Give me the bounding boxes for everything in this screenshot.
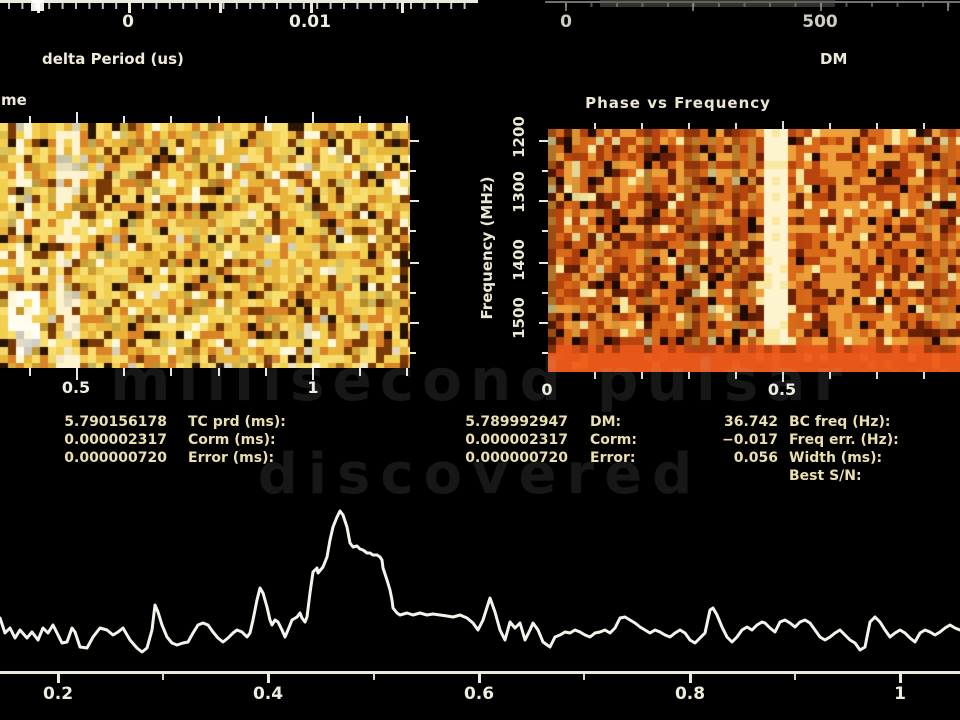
watermark-line1: millisecond pulsar — [109, 346, 850, 414]
dm-axis-label: DM — [820, 50, 848, 68]
left-panel-xtick-05: 0.5 — [61, 378, 91, 397]
bc-freq-label: BC freq (Hz): — [789, 414, 891, 430]
frequency-axis-label: Frequency (MHz) — [478, 176, 496, 320]
phase-tick-02: 0.2 — [42, 684, 74, 704]
phase-tick-04: 0.4 — [252, 684, 284, 704]
left-panel-xtick-1: 1 — [307, 378, 319, 397]
freq-tick-1200: 1200 — [510, 116, 528, 158]
freq-tick-1300: 1300 — [510, 171, 528, 213]
freq-tick-1400: 1400 — [510, 239, 528, 281]
best-sn-label: Best S/N: — [789, 468, 862, 484]
width-label: Width (ms): — [789, 450, 883, 466]
bc-period-value: 5.789992947 — [465, 414, 568, 430]
phase-vs-frequency-heatmap — [548, 129, 960, 372]
right-panel-xtick-05: 0.5 — [767, 380, 797, 399]
dm-corm-value: −0.017 — [721, 432, 778, 448]
phase-tick-06: 0.6 — [463, 684, 495, 704]
phase-tick-08: 0.8 — [674, 684, 706, 704]
tc-corm-value: 0.000002317 — [64, 432, 167, 448]
tc-corm-label: Corm (ms): — [188, 432, 276, 448]
delta-period-axis-label: delta Period (us) — [42, 50, 184, 68]
pulse-profile-line — [0, 509, 960, 654]
phase-vs-frequency-title: Phase vs Frequency — [585, 94, 771, 112]
dm-tick-0: 0 — [560, 12, 572, 32]
bc-error-value: 0.000000720 — [465, 450, 568, 466]
phase-vs-time-heatmap — [0, 123, 410, 368]
dm-error-value: 0.056 — [733, 450, 778, 466]
tc-error-value: 0.000000720 — [64, 450, 167, 466]
freq-err-label: Freq err. (Hz): — [789, 432, 899, 448]
delta-period-tick-0: 0 — [122, 12, 134, 32]
dm-tick-500: 500 — [802, 12, 838, 32]
phase-vs-time-title-partial: me — [1, 91, 27, 109]
watermark-line2: discovered — [257, 442, 703, 507]
tc-period-label: TC prd (ms): — [188, 414, 286, 430]
dm-error-label: Error: — [590, 450, 636, 466]
right-panel-xtick-0: 0 — [541, 380, 553, 399]
delta-period-tick-001: 0.01 — [289, 12, 331, 32]
phase-tick-1: 1 — [894, 684, 906, 704]
dm-value: 36.742 — [723, 414, 778, 430]
freq-tick-1500: 1500 — [510, 297, 528, 339]
bc-corm-value: 0.000002317 — [465, 432, 568, 448]
tc-error-label: Error (ms): — [188, 450, 275, 466]
dm-corm-label: Corm: — [590, 432, 637, 448]
dm-label: DM: — [590, 414, 622, 430]
tc-period-value: 5.790156178 — [64, 414, 167, 430]
